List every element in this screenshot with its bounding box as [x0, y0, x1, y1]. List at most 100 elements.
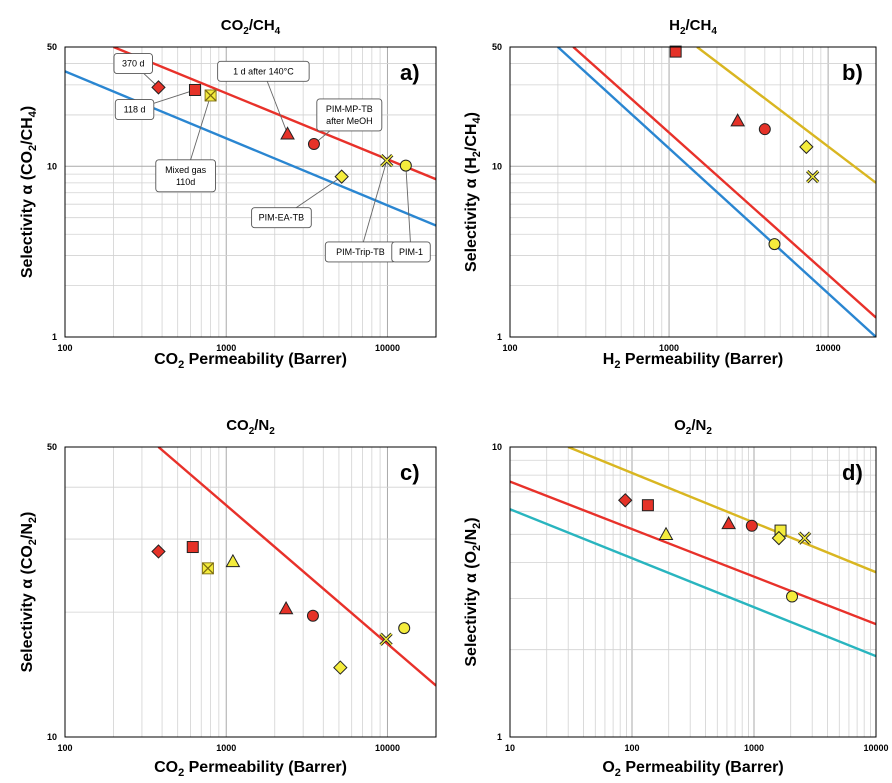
plot-border-d — [509, 446, 877, 738]
data-point-square-red — [641, 499, 654, 512]
annotation-label: 110d — [176, 177, 195, 187]
y-tick-label: 1 — [497, 732, 502, 742]
panel-letter-c: c) — [400, 460, 420, 485]
data-point-x-yellow — [806, 170, 820, 184]
annotation-label: PIM-EA-TB — [259, 213, 305, 223]
data-point-square-red — [669, 45, 682, 58]
x-tick-label: 10000 — [375, 743, 400, 753]
upper-bound-line-red — [157, 447, 436, 687]
y-tick-label: 50 — [47, 42, 57, 52]
y-axis-label-c: Selectivity α (CO2/N2) — [19, 512, 39, 673]
y-tick-label: 50 — [47, 442, 57, 452]
data-point-square-red — [186, 541, 199, 554]
y-tick-label: 1 — [52, 332, 57, 342]
fit-lines-d — [510, 447, 876, 658]
tick-labels-b: 100 1000 10000 1 10 50 — [492, 42, 841, 353]
upper-bound-line-gold — [696, 47, 876, 184]
annotation-box — [155, 159, 216, 193]
annotation-label: after MeOH — [326, 116, 373, 126]
x-tick-label: 100 — [624, 743, 639, 753]
data-point-circle-red — [745, 519, 758, 532]
data-point-triangle-red — [280, 126, 295, 140]
plot-border-a — [64, 46, 437, 338]
data-point-x-yellow — [797, 531, 812, 545]
panel-b: H2/CH4 b) 100 1000 10000 1 10 50 H2 Permeabil… — [463, 17, 877, 371]
tick-labels-c: 100 1000 10000 10 50 — [47, 442, 400, 753]
annotation-label: 1 d after 140°C — [233, 66, 294, 76]
upper-bound-line-teal — [510, 508, 876, 658]
y-axis-label-a: Selectivity α (CO2/CH4) — [19, 106, 39, 278]
data-point-diamond-yellow — [799, 139, 814, 155]
y-tick-label: 10 — [47, 732, 57, 742]
x-axis-label-c: CO2 Permeability (Barrer) — [154, 759, 347, 779]
data-point-circle-red — [758, 123, 771, 136]
y-tick-label: 10 — [47, 161, 57, 171]
annotation-leader — [405, 165, 412, 252]
annotation-leader — [360, 160, 388, 253]
x-tick-label: 10000 — [816, 343, 841, 353]
data-point-circle-yellow — [768, 238, 781, 251]
data-point-diamond-red — [151, 80, 166, 95]
data-point-diamond-red — [618, 493, 633, 508]
data-point-circle-yellow — [786, 590, 799, 603]
x-tick-label: 1000 — [216, 343, 236, 353]
x-tick-label: 100 — [57, 743, 72, 753]
x-tick-label: 100 — [57, 343, 72, 353]
annotation-box — [316, 98, 383, 132]
grid-d — [510, 447, 876, 737]
x-axis-label-a: CO2 Permeability (Barrer) — [154, 351, 347, 371]
fit-lines-b — [557, 47, 876, 337]
annotations-a: 370 d 118 d 1 d after 140°C PIM-MP-TB after … — [113, 53, 431, 263]
annotation-label: 370 d — [122, 59, 145, 69]
annotation-box — [114, 99, 155, 121]
data-point-squarex-yellow — [204, 89, 217, 102]
annotation-callout: 370 d — [113, 53, 159, 88]
data-point-circle-red — [306, 609, 319, 622]
x-tick-label: 1000 — [659, 343, 679, 353]
annotation-label: PIM-1 — [399, 247, 423, 257]
upper-bound-line-blue — [65, 70, 436, 227]
annotation-label: PIM-Trip-TB — [336, 247, 385, 257]
panel-a: 370 d 118 d 1 d after 140°C PIM-MP-TB after … — [19, 17, 437, 371]
upper-bound-line-blue — [557, 47, 876, 337]
data-point-triangle-yellow — [225, 553, 241, 568]
data-point-diamond-yellow — [333, 660, 348, 675]
x-tick-label: 10000 — [863, 743, 888, 753]
x-tick-label: 100 — [502, 343, 517, 353]
chart-title-d: O2/N2 — [674, 417, 712, 437]
annotation-box — [217, 60, 310, 82]
data-point-triangle-red — [721, 515, 737, 530]
data-point-diamond-yellow — [334, 169, 349, 184]
annotation-label: 118 d — [124, 105, 146, 115]
x-axis-label-b: H2 Permeability (Barrer) — [603, 351, 783, 371]
y-tick-label: 50 — [492, 42, 502, 52]
y-tick-label: 1 — [497, 332, 502, 342]
points-c — [151, 541, 411, 675]
annotation-callout: 118 d — [114, 89, 196, 121]
data-point-x-yellow — [380, 153, 394, 168]
annotation-callout: Mixed gas 110d — [155, 95, 216, 193]
chart-title-b: H2/CH4 — [669, 17, 717, 37]
data-point-triangle-red — [730, 113, 746, 127]
annotation-callout: PIM-1 — [391, 165, 431, 263]
data-point-square-red — [188, 83, 201, 96]
y-axis-label-b: Selectivity α (H2/CH4) — [463, 112, 483, 272]
y-tick-label: 10 — [492, 442, 502, 452]
x-tick-label: 1000 — [744, 743, 764, 753]
x-axis-label-d: O2 Permeability (Barrer) — [602, 759, 783, 779]
data-point-triangle-yellow — [658, 526, 674, 540]
data-point-circle-red — [307, 138, 320, 151]
chart-title-c: CO2/N2 — [226, 417, 275, 437]
tick-labels-a: 100 1000 10000 1 10 50 — [47, 42, 400, 353]
data-point-circle-yellow — [399, 159, 412, 172]
plot-border-b — [509, 46, 877, 338]
upper-bound-line-red — [572, 47, 876, 319]
upper-bound-line-red — [510, 480, 876, 626]
data-point-triangle-red — [278, 601, 294, 615]
y-tick-label: 10 — [492, 161, 502, 171]
panel-letter-b: b) — [842, 60, 863, 85]
upper-bound-line-gold — [567, 447, 876, 574]
